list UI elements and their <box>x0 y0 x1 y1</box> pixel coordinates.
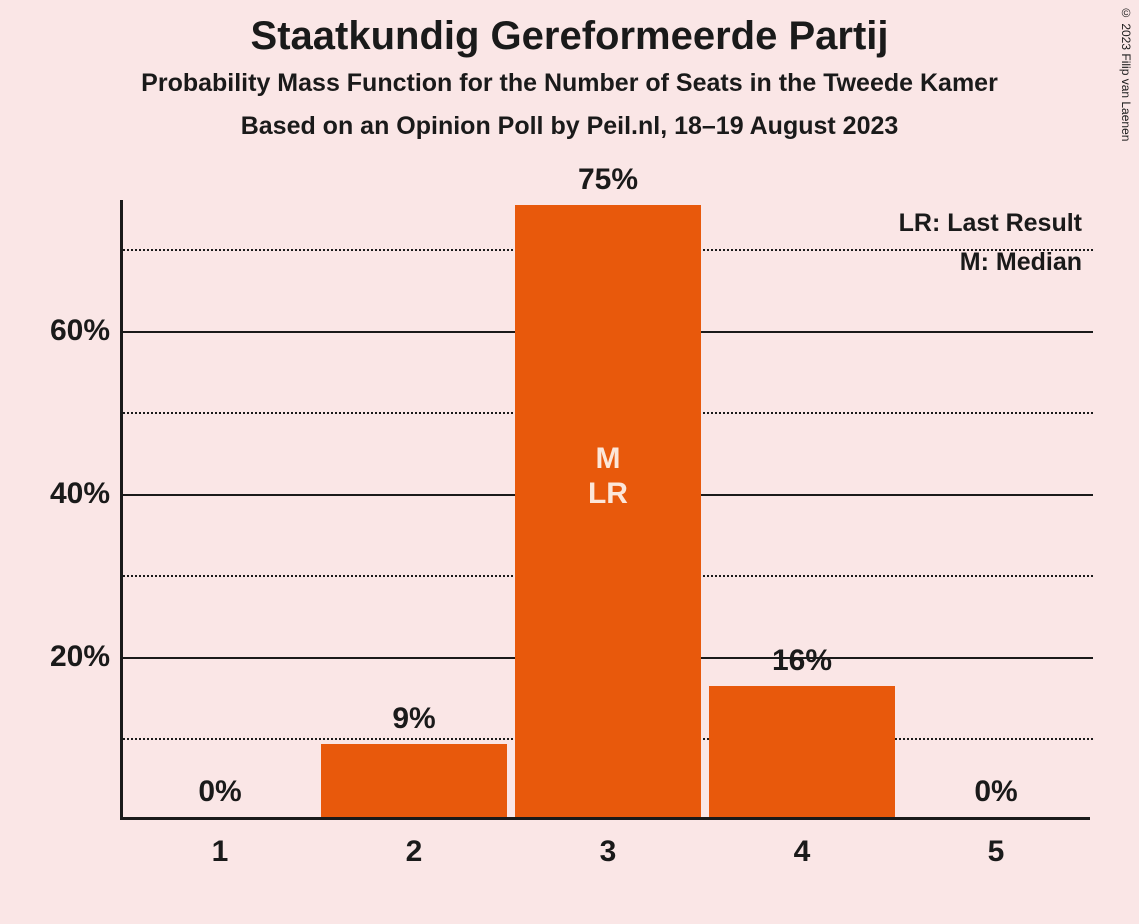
chart-title: Staatkundig Gereformeerde Partij <box>0 0 1139 59</box>
chart-legend: LR: Last Result M: Median <box>899 204 1082 282</box>
bar-value-label: 0% <box>903 775 1089 809</box>
legend-m: M: Median <box>899 243 1082 282</box>
chart-subtitle-2: Based on an Opinion Poll by Peil.nl, 18–… <box>0 98 1139 141</box>
bar <box>709 686 895 817</box>
y-tick-label: 20% <box>10 640 110 674</box>
copyright-text: © 2023 Filip van Laenen <box>1119 6 1133 141</box>
bar-value-label: 0% <box>127 775 313 809</box>
legend-lr: LR: Last Result <box>899 204 1082 243</box>
y-tick-label: 60% <box>10 314 110 348</box>
x-tick-label: 2 <box>317 835 511 869</box>
y-tick-label: 40% <box>10 477 110 511</box>
bar <box>321 744 507 817</box>
x-tick-label: 5 <box>899 835 1093 869</box>
plot-region: 0%19%275%MLR316%40%5 <box>120 200 1090 820</box>
x-tick-label: 3 <box>511 835 705 869</box>
x-tick-label: 4 <box>705 835 899 869</box>
x-tick-label: 1 <box>123 835 317 869</box>
chart-area: 0%19%275%MLR316%40%5 LR: Last Result M: … <box>120 200 1090 820</box>
bar-value-label: 75% <box>515 163 701 197</box>
bar-value-label: 16% <box>709 644 895 678</box>
bar-value-label: 9% <box>321 702 507 736</box>
chart-subtitle-1: Probability Mass Function for the Number… <box>0 59 1139 98</box>
bar-marker-text: MLR <box>515 442 701 511</box>
